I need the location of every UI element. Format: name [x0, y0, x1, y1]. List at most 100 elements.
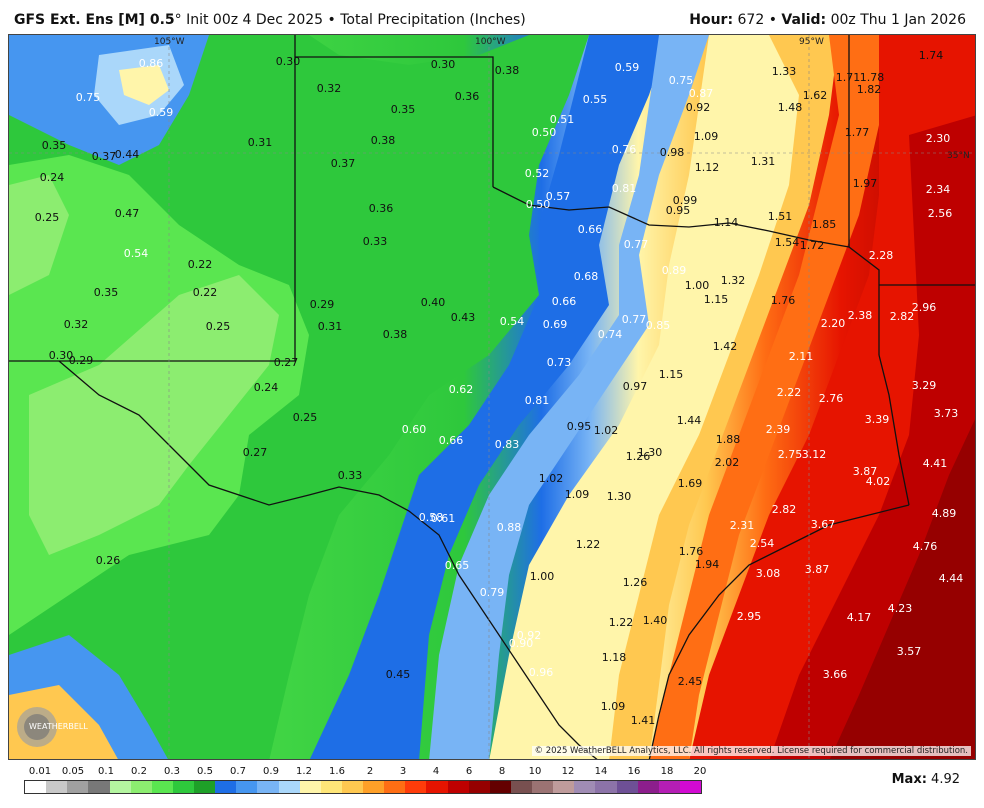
- precip-value: 0.35: [391, 103, 416, 116]
- legend-swatch: [236, 781, 258, 793]
- precip-value: 0.54: [124, 247, 149, 260]
- precip-value: 2.76: [819, 392, 844, 405]
- field-yellow-nw: [119, 65, 169, 105]
- precip-map[interactable]: 105°W 100°W 95°W 35°N 0.86 0.75 0.59 0.35 0.…: [8, 34, 976, 760]
- run-info: ° Init 00z 4 Dec 2025 • Total Precipitat…: [174, 12, 526, 28]
- max-value: Max: 4.92: [892, 772, 960, 787]
- precip-value: 1.09: [601, 700, 626, 713]
- precip-value: 0.25: [293, 411, 318, 424]
- precip-value: 2.11: [789, 350, 814, 363]
- legend-swatch: [151, 781, 173, 793]
- precip-value: 3.67: [811, 518, 836, 531]
- legend-label: 2: [366, 766, 374, 777]
- model-name: GFS Ext. Ens [M] 0.5: [14, 12, 175, 28]
- legend-label: 0.7: [230, 766, 246, 777]
- precip-value: 1.69: [678, 477, 703, 490]
- precip-value: 0.66: [439, 434, 464, 447]
- precip-value: 0.57: [546, 190, 571, 203]
- ok-panhandle: [295, 56, 494, 187]
- precip-value: 1.15: [704, 293, 729, 306]
- precip-value: 1.00: [685, 279, 710, 292]
- legend-label: 14: [594, 766, 608, 777]
- precip-value: 1.54: [775, 236, 800, 249]
- precip-value: 0.75: [669, 74, 694, 87]
- precip-value: 0.29: [69, 354, 94, 367]
- precip-value: 0.69: [543, 318, 568, 331]
- precip-value: 0.22: [193, 286, 218, 299]
- field-blue: [309, 35, 669, 759]
- precip-value: 0.73: [547, 356, 572, 369]
- legend-swatch: [257, 781, 279, 793]
- legend-swatch: [532, 781, 554, 793]
- precip-value: 1.77: [845, 126, 870, 139]
- legend-swatch: [616, 781, 638, 793]
- precip-value: 1.44: [677, 414, 702, 427]
- precip-value: 0.33: [338, 469, 363, 482]
- legend-swatch: [447, 781, 469, 793]
- legend-swatch: [574, 781, 596, 793]
- precip-value: 0.38: [371, 134, 396, 147]
- legend-swatch: [320, 781, 342, 793]
- precip-value: 0.52: [525, 167, 550, 180]
- legend-swatch: [278, 781, 300, 793]
- precip-value: 0.76: [612, 143, 637, 156]
- precip-value: 0.88: [497, 521, 522, 534]
- precip-value: 0.24: [40, 171, 65, 184]
- precip-value: 1.76: [771, 294, 796, 307]
- legend-swatch: [25, 781, 47, 793]
- field-orange-light: [609, 35, 839, 759]
- precip-value: 0.30: [431, 58, 456, 71]
- legend-label: 0.3: [164, 766, 180, 777]
- precip-value: 0.43: [451, 311, 476, 324]
- precip-value: 1.48: [778, 101, 803, 114]
- max-label: Max:: [891, 772, 927, 787]
- legend-swatch: [194, 781, 216, 793]
- copyright-notice: © 2025 WeatherBELL Analytics, LLC. All r…: [531, 746, 971, 756]
- precip-value: 2.82: [890, 310, 915, 323]
- legend-swatch: [489, 781, 511, 793]
- precip-value: 0.51: [550, 113, 575, 126]
- map-canvas: 105°W 100°W 95°W 35°N 0.86 0.75 0.59 0.35 0.…: [9, 35, 975, 759]
- precip-value: 0.65: [445, 559, 470, 572]
- precip-value: 0.25: [206, 320, 231, 333]
- precip-value: 0.27: [243, 446, 268, 459]
- legend-swatch: [363, 781, 385, 793]
- precip-value: 0.99: [673, 194, 698, 207]
- precip-value: 0.26: [96, 554, 121, 567]
- legend-swatch: [46, 781, 68, 793]
- nm-boundary: [9, 35, 296, 362]
- precip-value: 2.54: [750, 537, 775, 550]
- precip-value: 0.87: [689, 87, 714, 100]
- legend-label: 0.2: [131, 766, 147, 777]
- legend-swatch: [130, 781, 152, 793]
- precip-value: 0.77: [622, 313, 647, 326]
- field-maroon: [829, 419, 975, 759]
- precip-value: 0.30: [49, 349, 74, 362]
- precip-value: 2.82: [772, 503, 797, 516]
- legend-label: 0.05: [61, 766, 85, 777]
- precip-value: 3.08: [756, 567, 781, 580]
- legend-label: 0.9: [263, 766, 279, 777]
- precip-value: 0.81: [612, 182, 637, 195]
- legend-swatch: [299, 781, 321, 793]
- field-yellow: [489, 35, 829, 759]
- legend-label: 18: [660, 766, 674, 777]
- legend-label: 1.2: [296, 766, 312, 777]
- legend-label: 0.01: [28, 766, 52, 777]
- precip-value: 1.26: [626, 450, 651, 463]
- precip-value: 1.22: [576, 538, 601, 551]
- precip-value: 0.50: [526, 198, 551, 211]
- field-blue-light: [429, 35, 709, 759]
- precip-value: 0.74: [598, 328, 623, 341]
- precip-value: 0.31: [318, 320, 343, 333]
- legend-swatch: [468, 781, 490, 793]
- precip-value: 4.23: [888, 602, 913, 615]
- field-green-light-nw: [9, 175, 69, 295]
- legend-swatch: [405, 781, 427, 793]
- legend-label: 20: [693, 766, 707, 777]
- weatherbell-logo: WEATHERBELL: [15, 699, 107, 753]
- logo-text: WEATHERBELL: [29, 722, 88, 731]
- precip-value: 3.29: [912, 379, 937, 392]
- precip-value: 0.27: [274, 356, 299, 369]
- lon-label-105: 105°W: [154, 37, 185, 47]
